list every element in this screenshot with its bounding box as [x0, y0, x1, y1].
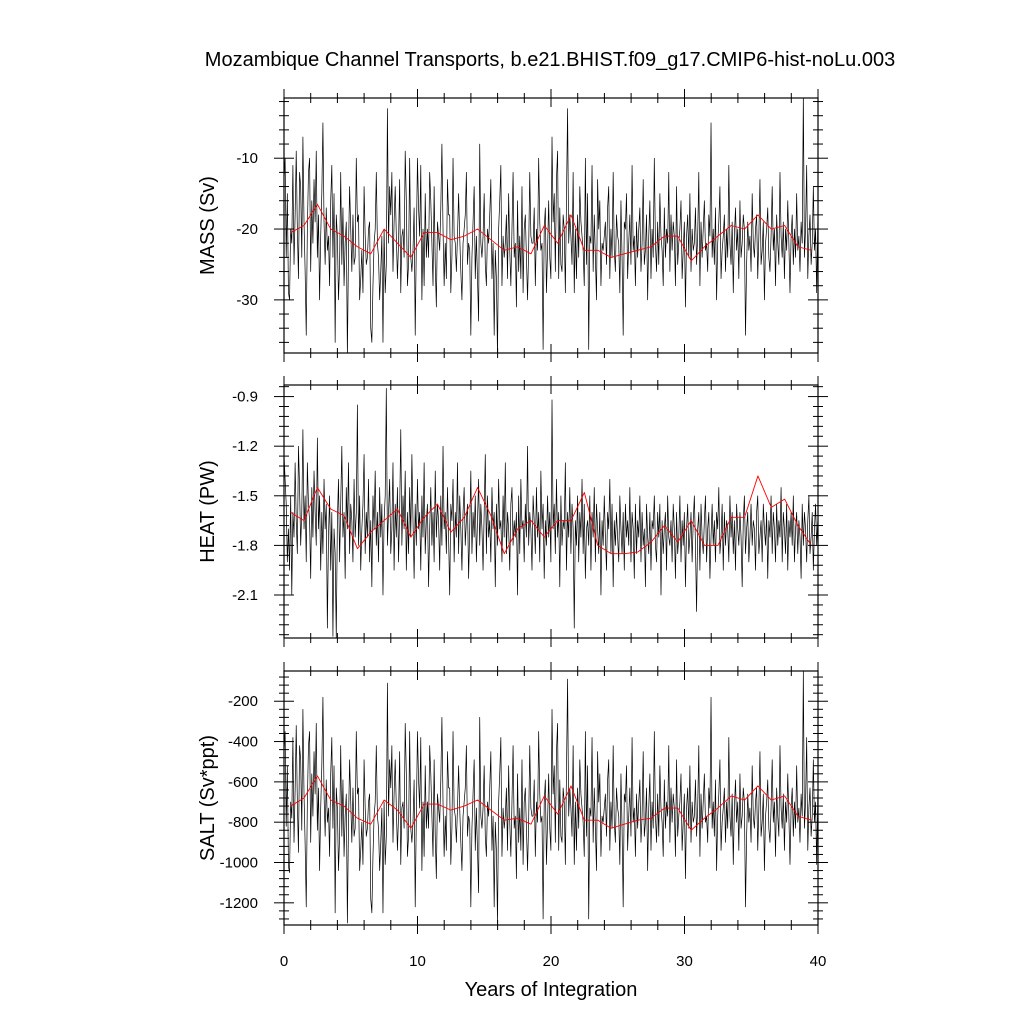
- salt-y-tick-label: -800: [228, 814, 258, 831]
- mass-y-axis-label: MASS (Sv): [197, 176, 219, 275]
- salt-y-axis-label: SALT (Sv*ppt): [197, 735, 219, 861]
- panel-salt: -200 -400 -600 -800 -1000 -1200 SALT (Sv*ppt): [197, 662, 828, 934]
- heat-y-tick-label: -1.2: [232, 438, 258, 455]
- heat-y-tick-label: -1.8: [232, 537, 258, 554]
- panels-group: -10 -20 -30 MASS (Sv) -0.9 -1.2 -1.5 -1.8 -2.1 HE…: [197, 89, 828, 970]
- x-axis-label: Years of Integration: [465, 979, 638, 1001]
- heat-y-axis-label: HEAT (PW): [197, 460, 219, 563]
- heat-y-tick-label: -1.5: [232, 488, 258, 505]
- salt-y-tick-label: -600: [228, 774, 258, 791]
- x-tick-label: 40: [810, 953, 827, 970]
- chart-title: Mozambique Channel Transports, b.e21.BHI…: [205, 49, 895, 71]
- salt-y-tick-label: -400: [228, 734, 258, 751]
- mass-y-tick-label: -30: [236, 292, 258, 309]
- x-tick-label: 20: [543, 953, 560, 970]
- mass-y-tick-label: -10: [236, 150, 258, 167]
- salt-annual-mean-series-line: [290, 775, 812, 831]
- salt-monthly-series-line: [284, 671, 818, 924]
- heat-y-tick-label: -2.1: [232, 587, 258, 604]
- x-tick-label: 0: [280, 953, 288, 970]
- salt-y-tick-label: -1000: [220, 855, 258, 872]
- mass-annual-mean-series-line: [290, 203, 812, 262]
- x-tick-label: 10: [409, 953, 426, 970]
- heat-y-tick-label: -0.9: [232, 389, 258, 406]
- mass-monthly-series-line: [284, 98, 818, 353]
- heat-monthly-series-line: [284, 387, 818, 638]
- salt-y-tick-label: -1200: [220, 895, 258, 912]
- mass-y-tick-label: -20: [236, 221, 258, 238]
- heat-annual-mean-series-line: [290, 475, 812, 555]
- panel-mass: -10 -20 -30 MASS (Sv): [197, 89, 828, 362]
- x-tick-label: 30: [676, 953, 693, 970]
- salt-y-tick-label: -200: [228, 693, 258, 710]
- panel-heat: -0.9 -1.2 -1.5 -1.8 -2.1 HEAT (PW): [197, 376, 828, 647]
